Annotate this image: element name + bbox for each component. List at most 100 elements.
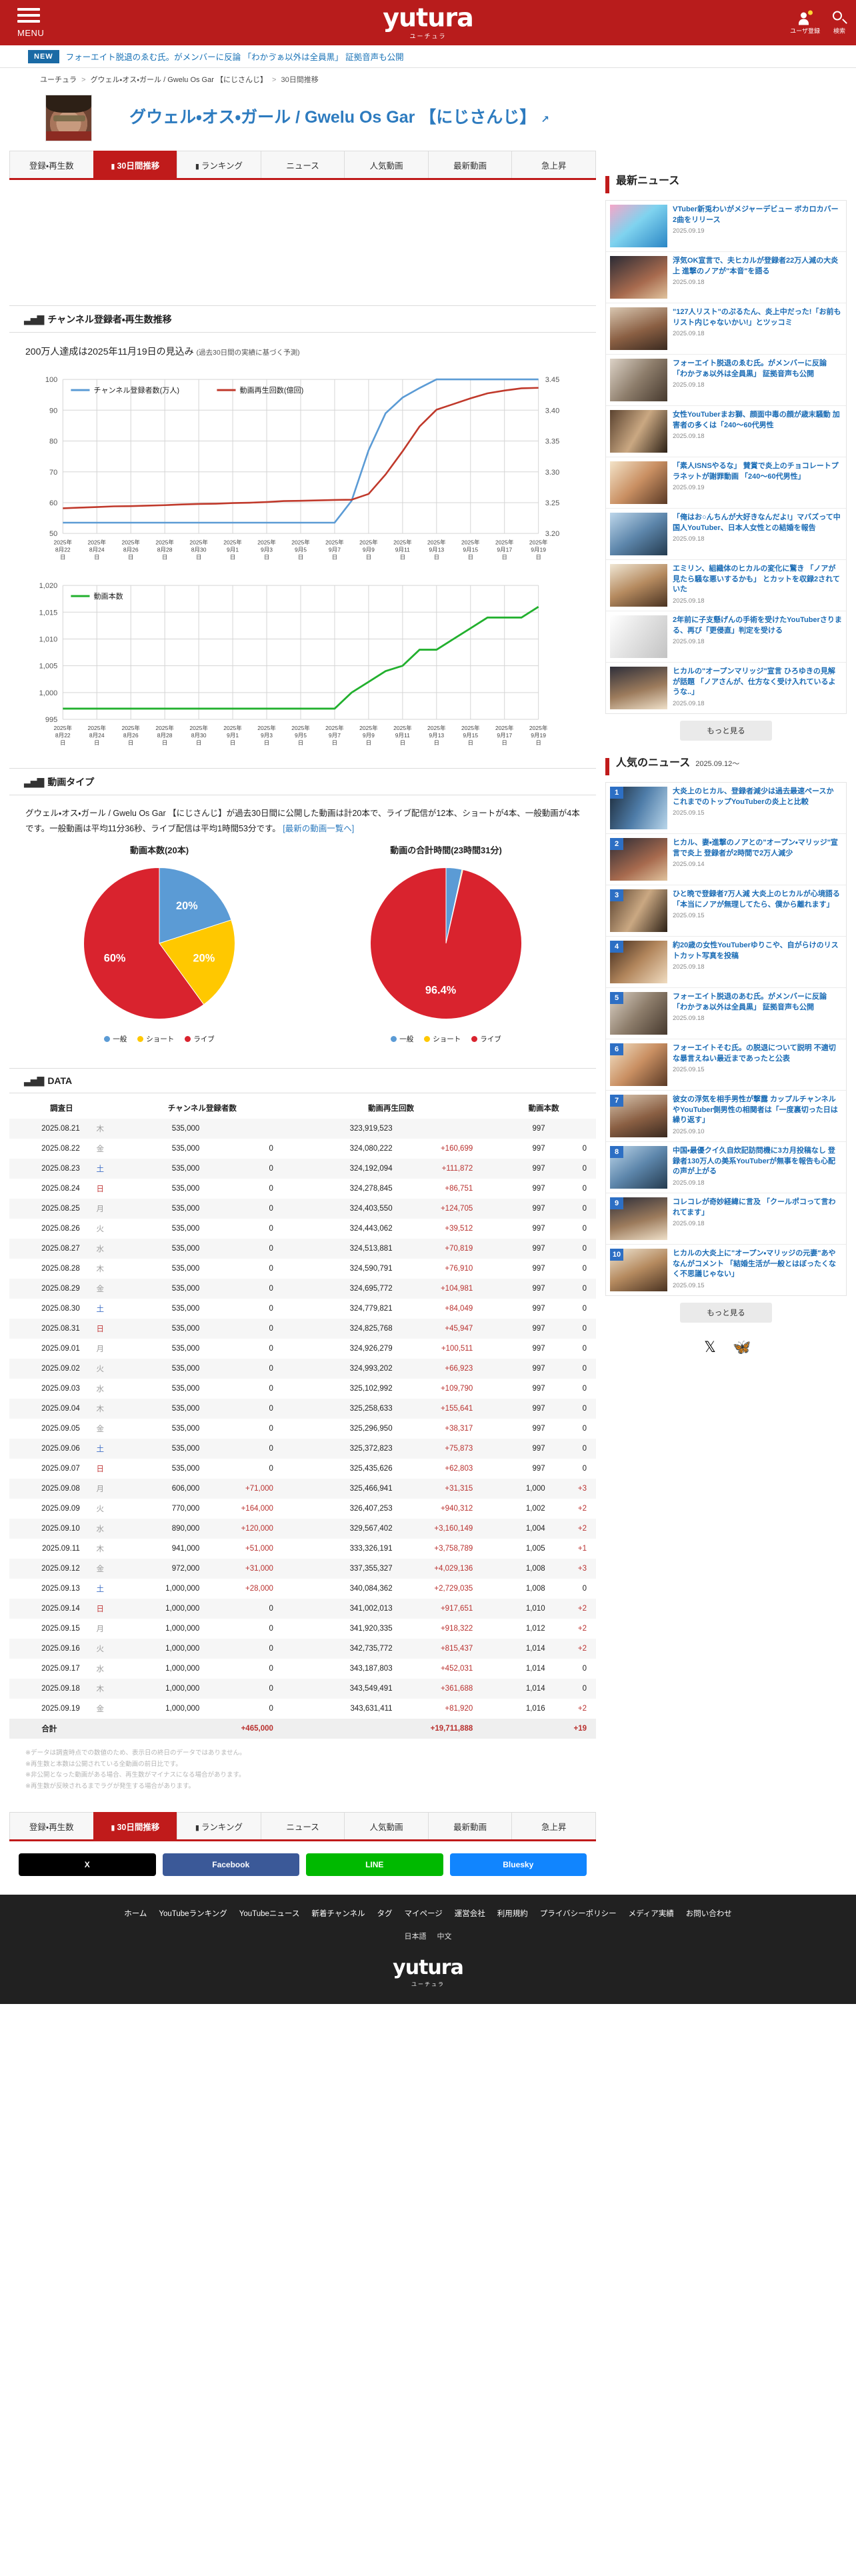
svg-text:日: 日 (400, 740, 406, 747)
share-facebook-button[interactable]: Facebook (162, 1853, 299, 1877)
news-item[interactable]: 女性YouTuberまお獅、顔面中毒の顔が歳末騒動 加害者の多くは「240〜60… (606, 406, 846, 457)
tab-ranking-bottom[interactable]: ▮ ランキング (177, 1812, 261, 1840)
news-item[interactable]: "127人リスト"のぷるたん、炎上中だった!「お前もリスト内じゃないかい!」とツ… (606, 303, 846, 355)
tab-subscriber-views[interactable]: 登録・再生数 (9, 151, 93, 178)
news-title[interactable]: VTuber新兎わいがメジャーデビュー ボカロカバー2曲をリリース (673, 205, 839, 224)
svg-text:日: 日 (366, 553, 372, 560)
news-item[interactable]: フォーエイト脱退のゑむ氏。がメンバーに反論 「わかゔぁ以外は全員黒」 証拠音声も… (606, 355, 846, 406)
news-item[interactable]: 3 ひと晩で登録者7万人減 大炎上のヒカルが心境語る 「本当にノアが無理してたら、… (606, 885, 846, 937)
lang-chinese[interactable]: 中文 (437, 1933, 452, 1941)
tab-popular-videos-bottom[interactable]: 人気動画 (344, 1812, 428, 1840)
footer-link[interactable]: 運営会社 (454, 1910, 485, 1919)
news-title[interactable]: 女性YouTuberまお獅、顔面中毒の顔が歳末騒動 加害者の多くは「240〜60… (673, 411, 840, 429)
news-item[interactable]: 「俺はお○んちんが大好きなんだよ!」マバズって中国人YouTuber、日本人女性… (606, 509, 846, 560)
tab-latest-videos-bottom[interactable]: 最新動画 (427, 1812, 512, 1840)
tab-latest-videos[interactable]: 最新動画 (427, 151, 512, 178)
cell-day-of-week: 水 (96, 1665, 104, 1673)
news-item[interactable]: 4 約20歳の女性YouTuberゆりこや、自がらけのリストカット写真を投稿 202… (606, 937, 846, 988)
page-title[interactable]: グウェル・オス・ガール / Gwelu Os Gar 【にじさんじ】 ↗ (103, 107, 596, 129)
news-title[interactable]: 2年前に子支懸げんの手術を受けたYouTuberさりまる、再び「更侵直」判定を受… (673, 616, 842, 635)
news-title[interactable]: 「素人ISNSやるな」 賛賞で炎上のチョコレートプラネットが謝罪動画 「240〜… (673, 462, 839, 481)
news-item[interactable]: 1 大炎上のヒカル、登録者減少は過去最速ペースか これまでのトップYouTuber… (606, 783, 846, 834)
footer-link[interactable]: 新着チャンネル (311, 1910, 365, 1919)
tab-news[interactable]: ニュース (260, 151, 345, 178)
site-logo[interactable]: yutura ユーチュラ (383, 5, 473, 41)
news-title[interactable]: ヒカルの"オープンマリッジ"宣言 ひろゆきの見解が話題 「ノアさんが、仕方なく受… (673, 667, 836, 697)
external-link-icon[interactable]: ↗ (541, 114, 549, 126)
footer-link[interactable]: YouTubeランキング (159, 1910, 227, 1919)
news-title[interactable]: 浮気OK宣言で、夫ヒカルが登録者22万人減の大炎上 進撃のノアが"本音"を語る (673, 257, 839, 275)
share-x-button[interactable]: X (19, 1853, 156, 1877)
footer-link[interactable]: タグ (377, 1910, 393, 1919)
footer-link[interactable]: ホーム (124, 1910, 147, 1919)
news-title[interactable]: 彼女の浮気を相手男性が撃露 カップルチャンネルやYouTuber側男性の相関者は… (673, 1095, 838, 1125)
search-button[interactable]: 検索 (832, 11, 847, 35)
tab-news-bottom[interactable]: ニュース (260, 1812, 345, 1840)
footer-link[interactable]: お問い合わせ (685, 1910, 732, 1919)
tab-30day-trend[interactable]: ▮ 30日間推移 (93, 151, 177, 178)
news-title[interactable]: 中国・最優クイ久自炊記訪問機に3カ月投稿なし 登録者130万人の美系YouTub… (673, 1147, 836, 1176)
user-register-button[interactable]: ユーザ登録 (790, 10, 820, 35)
lang-japanese[interactable]: 日本語 (404, 1933, 427, 1941)
svg-text:日: 日 (501, 740, 507, 747)
footer-logo[interactable]: yutura ユーチュラ (0, 1952, 856, 1997)
news-title[interactable]: ヒカル、妻・進撃のノアとの"オープン・マリッジ"宣言で炎上 登録者が2時間で2万… (673, 839, 838, 857)
news-title[interactable]: コレコレが奇妙経緯に言及 「クールポコって言われてます」 (673, 1198, 836, 1217)
news-item[interactable]: 5 フォーエイト脱退のあむ氏。がメンバーに反論 「わかゔぁ以外は全員黒」 証拠音声… (606, 988, 846, 1039)
tab-popular-videos[interactable]: 人気動画 (344, 151, 428, 178)
news-item[interactable]: ヒカルの"オープンマリッジ"宣言 ひろゆきの見解が話題 「ノアさんが、仕方なく受… (606, 663, 846, 713)
popular-news-more-button[interactable]: もっと見る (680, 1303, 772, 1323)
news-item[interactable]: 9 コレコレが奇妙経緯に言及 「クールポコって言われてます」 2025.09.18 (606, 1193, 846, 1245)
cell-views: 341,002,013 (349, 1604, 393, 1613)
news-item[interactable]: 2年前に子支懸げんの手術を受けたYouTuberさりまる、再び「更侵直」判定を受… (606, 611, 846, 663)
ticker-headline[interactable]: フォーエイト脱退のゑむ氏。がメンバーに反論 「わかゔぁ以外は全員黒」 証拠音声も… (65, 53, 404, 62)
footer-link[interactable]: YouTubeニュース (239, 1910, 300, 1919)
table-header-row: 調査日 チャンネル登録者数 動画再生回数 動画本数 (9, 1097, 596, 1119)
news-item[interactable]: 2 ヒカル、妻・進撃のノアとの"オープン・マリッジ"宣言で炎上 登録者が2時間で2… (606, 834, 846, 885)
tab-trending-bottom[interactable]: 急上昇 (511, 1812, 597, 1840)
tab-label: 人気動画 (369, 1823, 403, 1833)
news-item[interactable]: 「素人ISNSやるな」 賛賞で炎上のチョコレートプラネットが謝罪動画 「240〜… (606, 457, 846, 509)
news-title[interactable]: ひと晩で登録者7万人減 大炎上のヒカルが心境語る 「本当にノアが無理してたら、僕… (673, 890, 840, 909)
news-title[interactable]: 「俺はお○んちんが大好きなんだよ!」マバズって中国人YouTuber、日本人女性… (673, 513, 841, 532)
news-ticker[interactable]: NEW フォーエイト脱退のゑむ氏。がメンバーに反論 「わかゔぁ以外は全員黒」 証… (0, 45, 856, 68)
news-title[interactable]: 大炎上のヒカル、登録者減少は過去最速ペースか これまでのトップYouTuberの… (673, 787, 834, 806)
footer-nav: ホーム YouTubeランキング YouTubeニュース 新着チャンネル タグ マイページ… (0, 1908, 856, 1927)
news-title[interactable]: ヒカルの大炎上に"オープン・マリッジの元妻"あやなんがコメント 「結婚生活が一般… (673, 1249, 837, 1279)
latest-news-more-button[interactable]: もっと見る (680, 721, 772, 741)
news-item[interactable]: 6 フォーエイトそむ氏。の脱退について説明 不適切な暴言えねい最近まであったと公表… (606, 1039, 846, 1091)
cell-videos: 1,008 (525, 1584, 545, 1593)
bluesky-icon[interactable]: 🦋 (733, 1339, 751, 1355)
news-title[interactable]: 約20歳の女性YouTuberゆりこや、自がらけのリストカット写真を投稿 (673, 941, 839, 960)
tab-subscriber-views-bottom[interactable]: 登録・再生数 (9, 1812, 93, 1840)
avatar[interactable] (45, 95, 92, 141)
news-title[interactable]: フォーエイト脱退のゑむ氏。がメンバーに反論 「わかゔぁ以外は全員黒」 証拠音声も… (673, 359, 827, 378)
share-bluesky-button[interactable]: Bluesky (449, 1853, 587, 1877)
tab-ranking[interactable]: ▮ ランキング (177, 151, 261, 178)
svg-text:8月22: 8月22 (55, 546, 71, 553)
footer-link[interactable]: マイページ (404, 1910, 443, 1919)
news-title[interactable]: フォーエイトそむ氏。の脱退について説明 不適切な暴言えねい最近まであったと公表 (673, 1044, 836, 1063)
cell-subscribers: 770,000 (171, 1504, 200, 1513)
news-title[interactable]: フォーエイト脱退のあむ氏。がメンバーに反論 「わかゔぁ以外は全員黒」 証拠音声も… (673, 993, 827, 1011)
latest-videos-link[interactable]: [最新の動画一覧へ] (283, 823, 355, 833)
tab-trending[interactable]: 急上昇 (511, 151, 597, 178)
breadcrumb-item-channel[interactable]: グウェル・オス・ガール / Gwelu Os Gar 【にじさんじ】 (90, 76, 267, 84)
footer-link[interactable]: 利用規約 (497, 1910, 528, 1919)
news-title[interactable]: エミリン、組織体のヒカルの変化に驚き 「ノアが見たら騒な悪いするかも」 とカット… (673, 565, 840, 594)
breadcrumb-item-home[interactable]: ユーチュラ (40, 76, 77, 84)
news-item[interactable]: 7 彼女の浮気を相手男性が撃露 カップルチャンネルやYouTuber側男性の相関者… (606, 1091, 846, 1142)
menu-button[interactable]: MENU (0, 7, 52, 38)
x-icon[interactable]: 𝕏 (704, 1339, 716, 1355)
tab-30day-trend-bottom[interactable]: ▮ 30日間推移 (93, 1812, 177, 1840)
news-item[interactable]: エミリン、組織体のヒカルの変化に驚き 「ノアが見たら騒な悪いするかも」 とカット… (606, 560, 846, 611)
news-item[interactable]: 10 ヒカルの大炎上に"オープン・マリッジの元妻"あやなんがコメント 「結婚生活が… (606, 1245, 846, 1295)
footer-link[interactable]: メディア実績 (628, 1910, 674, 1919)
news-title[interactable]: "127人リスト"のぷるたん、炎上中だった!「お前もリスト内じゃないかい!」とツ… (673, 308, 841, 327)
footer-link[interactable]: プライバシーポリシー (539, 1910, 617, 1919)
news-item[interactable]: 浮気OK宣言で、夫ヒカルが登録者22万人減の大炎上 進撃のノアが"本音"を語る 2… (606, 252, 846, 303)
cell-date: 2025.08.26 (41, 1224, 80, 1233)
share-line-button[interactable]: LINE (306, 1853, 443, 1877)
news-item[interactable]: 8 中国・最優クイ久自炊記訪問機に3カ月投稿なし 登録者130万人の美系YouTu… (606, 1142, 846, 1193)
news-item[interactable]: VTuber新兎わいがメジャーデビュー ボカロカバー2曲をリリース 2025.09… (606, 201, 846, 252)
